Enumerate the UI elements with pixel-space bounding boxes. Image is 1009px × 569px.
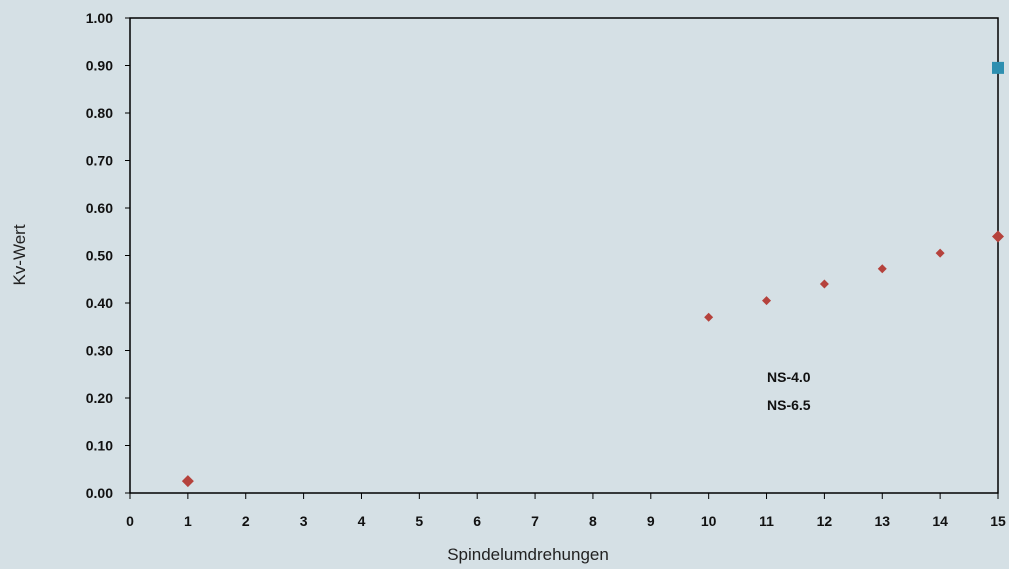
- x-tick-label: 13: [874, 513, 890, 529]
- x-tick-label: 4: [358, 513, 366, 529]
- x-tick-label: 1: [184, 513, 192, 529]
- legend-entry-1: NS-4.0: [767, 369, 811, 385]
- x-tick-label: 7: [531, 513, 539, 529]
- legend-entry-2: NS-6.5: [767, 397, 811, 413]
- x-tick-label: 5: [415, 513, 423, 529]
- y-tick-label: 0.70: [86, 153, 113, 169]
- x-tick-label: 8: [589, 513, 597, 529]
- point-series-1: [704, 312, 714, 322]
- y-axis-ticks: 0.00 0.10 0.20 0.30 0.40 0.50 0.60 0.70 0.80 0.90…: [86, 10, 130, 501]
- x-tick-label: 11: [759, 513, 774, 529]
- y-tick-label: 0.10: [86, 438, 113, 454]
- y-tick-label: 0.00: [86, 485, 113, 501]
- x-tick-label: 9: [647, 513, 655, 529]
- y-tick-label: 0.80: [86, 105, 113, 121]
- plot-area: [129, 17, 999, 494]
- x-tick-label: 14: [932, 513, 948, 529]
- x-tick-label: 2: [242, 513, 250, 529]
- y-axis-title: Kv-Wert: [10, 224, 29, 285]
- x-tick-label: 0: [126, 513, 134, 529]
- point-series-1: [877, 264, 887, 274]
- y-tick-label: 0.50: [86, 248, 113, 264]
- x-tick-label: 15: [990, 513, 1006, 529]
- y-tick-label: 0.20: [86, 390, 113, 406]
- point-series-1: [935, 248, 945, 258]
- x-axis-title: Spindelumdrehungen: [447, 545, 609, 564]
- y-tick-label: 1.00: [86, 10, 113, 26]
- data-points: [181, 61, 1004, 488]
- point-series-1: [181, 475, 194, 488]
- x-tick-label: 12: [817, 513, 833, 529]
- y-tick-label: 0.40: [86, 295, 113, 311]
- y-tick-label: 0.60: [86, 200, 113, 216]
- x-tick-label: 10: [701, 513, 717, 529]
- point-series-2: [992, 61, 1004, 74]
- y-tick-label: 0.90: [86, 58, 113, 74]
- point-series-1: [762, 296, 772, 306]
- x-tick-label: 3: [300, 513, 308, 529]
- point-series-1: [992, 230, 1004, 243]
- point-series-1: [819, 279, 829, 289]
- y-tick-label: 0.30: [86, 343, 113, 359]
- x-tick-label: 6: [473, 513, 481, 529]
- x-axis-ticks: 0 1 2 3 4 5 6 7 8 9 10 11 12 13 14 15: [126, 493, 1006, 529]
